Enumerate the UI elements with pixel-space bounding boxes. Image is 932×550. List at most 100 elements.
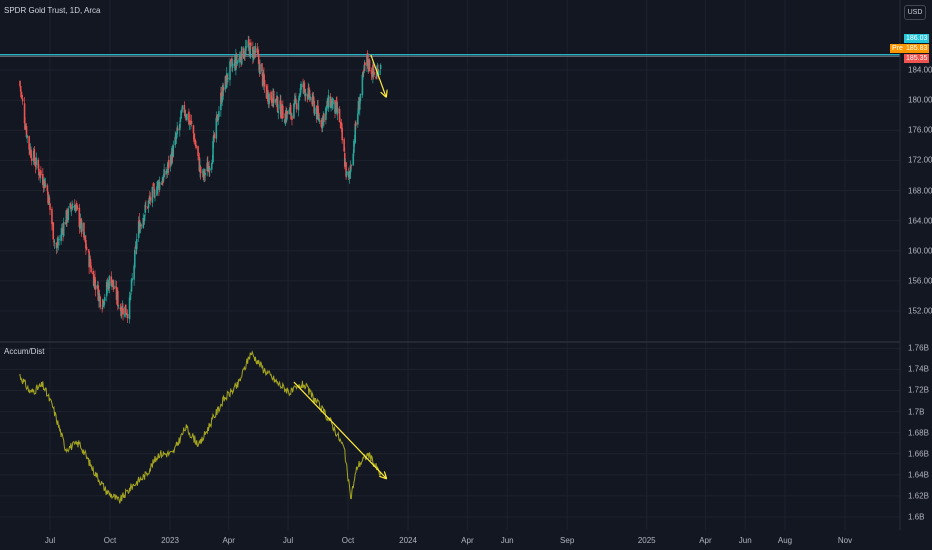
candle-body xyxy=(72,206,74,208)
candle-body xyxy=(327,95,330,109)
candle-body xyxy=(188,111,190,125)
candle-body xyxy=(212,141,214,162)
candle-body xyxy=(235,55,238,63)
time-tick-label: Jul xyxy=(44,536,56,545)
candle-body xyxy=(181,105,184,110)
premarket-price-tag: 185.83 xyxy=(904,44,930,53)
candle-body xyxy=(253,50,255,52)
candle-body xyxy=(180,110,183,113)
candle-body xyxy=(300,83,302,90)
price-tick-label: 152.00 xyxy=(908,306,932,316)
time-tick-label: Oct xyxy=(341,536,355,545)
horizontal-lines xyxy=(0,54,900,57)
candle-body xyxy=(23,103,26,124)
candle-body xyxy=(94,285,97,290)
candle-body xyxy=(288,109,291,115)
grid xyxy=(0,0,900,530)
candle-body xyxy=(254,46,257,54)
candle-body xyxy=(98,292,100,302)
candle-body xyxy=(307,88,310,99)
candle-body xyxy=(183,105,186,113)
candle-body xyxy=(357,113,359,125)
time-tick-label: Aug xyxy=(777,536,793,545)
candle-body xyxy=(133,265,135,280)
time-tick-label: Sep xyxy=(560,536,575,545)
candle-body xyxy=(131,278,133,281)
time-tick-label: Apr xyxy=(461,536,474,545)
candle-body xyxy=(130,293,132,295)
candle-body xyxy=(201,171,204,173)
candle-body xyxy=(30,158,33,161)
candle-body xyxy=(142,217,145,228)
candle-body xyxy=(225,73,228,88)
candle-body xyxy=(152,184,154,186)
time-tick-label: Jun xyxy=(738,536,752,545)
candle-body xyxy=(368,59,371,71)
candle-body xyxy=(353,140,355,153)
time-tick-label: Apr xyxy=(699,536,712,545)
candle-body xyxy=(98,294,101,296)
candle-body xyxy=(81,223,83,232)
candle-body xyxy=(83,222,85,238)
candle-body xyxy=(236,60,238,65)
candle-body xyxy=(151,186,154,203)
accum-dist-line xyxy=(19,350,382,504)
candle-body xyxy=(221,99,223,103)
candle-body xyxy=(336,102,338,113)
candle-body xyxy=(179,117,182,123)
candle-body xyxy=(215,117,218,139)
candle-body xyxy=(339,121,342,123)
candle-body xyxy=(312,96,315,101)
candle-body xyxy=(149,197,152,201)
candle-body xyxy=(238,58,240,63)
candle-body xyxy=(194,140,197,146)
candle-body xyxy=(343,139,345,152)
candle-body xyxy=(42,186,45,188)
candle-body xyxy=(53,240,55,243)
candle-body xyxy=(75,205,77,207)
candle-body xyxy=(89,258,92,266)
price-candles xyxy=(19,35,382,324)
candle-body xyxy=(304,89,306,97)
candle-body xyxy=(147,200,150,208)
candle-body xyxy=(256,48,259,53)
candle-body xyxy=(190,120,193,125)
candle-body xyxy=(20,91,23,94)
candle-body xyxy=(313,107,316,115)
candle-body xyxy=(355,122,357,126)
candle-body xyxy=(244,46,247,55)
ad-tick-label: 1.68B xyxy=(908,428,929,438)
ad-tick-label: 1.76B xyxy=(908,343,929,353)
candle-body xyxy=(198,157,201,172)
candle-body xyxy=(208,168,211,171)
candle-body xyxy=(373,72,375,75)
candle-body xyxy=(362,72,364,77)
candle-body xyxy=(363,64,366,71)
candle-body xyxy=(370,70,373,74)
candle-body xyxy=(60,234,62,242)
candle-body xyxy=(145,206,147,208)
candle-body xyxy=(252,49,255,61)
candle-body xyxy=(377,70,380,75)
time-tick-label: Jun xyxy=(500,536,514,545)
candle-body xyxy=(186,113,188,121)
candle-body xyxy=(49,203,51,210)
candle-body xyxy=(299,88,302,96)
candle-body xyxy=(79,227,81,229)
candle-body xyxy=(125,312,128,315)
candle-body xyxy=(318,118,321,122)
candle-body xyxy=(122,308,124,315)
candle-body xyxy=(222,87,225,91)
candle-body xyxy=(226,74,229,80)
time-tick-label: Nov xyxy=(837,536,853,545)
symbol-title[interactable]: SPDR Gold Trust, 1D, Arca xyxy=(4,6,101,15)
candle-body xyxy=(71,206,73,210)
candle-body xyxy=(270,98,273,104)
candle-body xyxy=(35,157,38,166)
candle-body xyxy=(229,60,232,62)
currency-button[interactable]: USD xyxy=(904,5,926,20)
time-tick-label: Oct xyxy=(103,536,117,545)
candle-body xyxy=(53,242,56,244)
indicator-title[interactable]: Accum/Dist xyxy=(4,347,45,356)
